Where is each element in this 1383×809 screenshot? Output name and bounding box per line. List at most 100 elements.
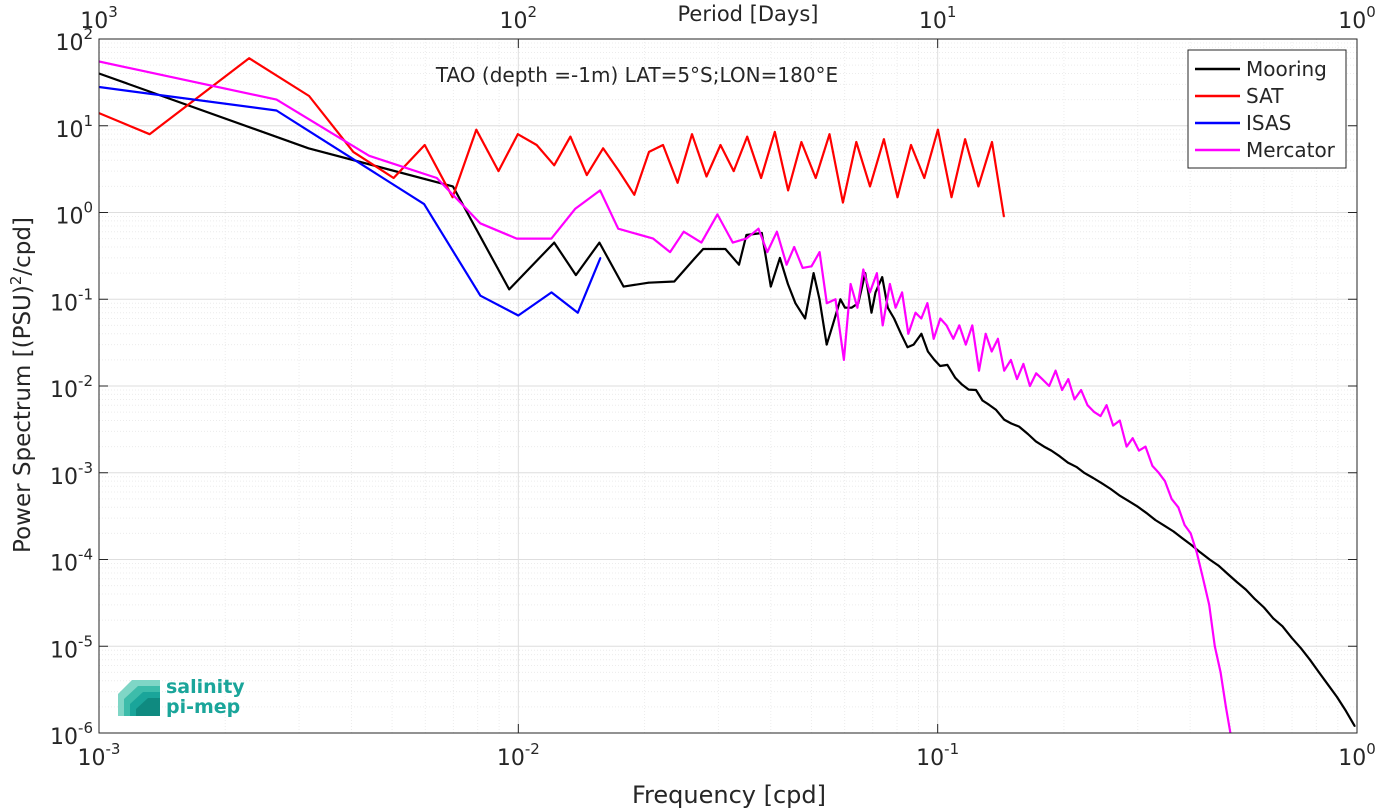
data-point-mercator [1144,445,1147,448]
data-point-isas [371,170,373,173]
data-point-mooring [1235,581,1238,583]
data-point-mercator [1151,465,1154,467]
legend: Mooring SAT ISAS Mercator [1187,49,1347,169]
data-point-mercator [889,283,891,285]
data-point-sat [1003,215,1005,218]
data-point-sat [148,133,151,136]
data-point-sat [475,128,478,131]
data-point-mercator [825,302,828,305]
data-point-mercator [801,267,804,269]
data-point-mooring [906,346,909,349]
data-point-sat [732,170,735,173]
data-point-mercator [574,208,576,210]
data-point-mercator [515,237,518,240]
chart-title: TAO (depth =-1m) LAT=5°S;LON=180°E [435,63,838,87]
data-point-sat [760,177,762,179]
data-point-mooring [954,376,956,379]
data-point-mooring [960,383,963,386]
data-point-sat [392,177,395,179]
data-point-mooring [769,285,772,288]
data-point-mooring [1083,472,1086,474]
data-point-mercator [1157,471,1160,474]
data-point-mooring [598,241,601,244]
top-tick-label-base: 10 [500,9,528,34]
data-point-mercator [1202,577,1204,580]
data-point-mooring [967,388,970,391]
data-point-mooring [900,332,902,335]
data-point-mooring [874,291,877,294]
data-point-mooring [881,276,884,278]
data-point-mercator [1118,419,1121,422]
data-point-mooring [946,364,949,366]
y-tick-label: 100 [55,199,93,230]
data-point-mooring [1035,440,1037,443]
x-tick-label-base: 10 [78,746,106,771]
x-tick-label-exponent: -3 [106,740,121,758]
data-point-sat [516,133,519,136]
data-point-mercator [1010,359,1012,361]
top-tick-label-base: 10 [1338,9,1366,34]
data-point-mercator [1189,532,1192,535]
top-tick-label-base: 10 [80,9,108,34]
x-tick-label: 100 [1338,740,1376,771]
data-point-mooring [825,343,828,346]
data-point-isas [599,257,602,259]
data-point-mercator [550,237,553,240]
data-point-isas [479,294,482,297]
data-point-mercator [731,241,734,244]
data-point-mercator [869,291,871,294]
data-point-mooring [1101,482,1104,485]
data-point-sat [910,144,912,146]
data-point-mercator [843,359,845,361]
y-axis-label-tail: /cpd] [10,217,36,276]
x-tick-label-exponent: -1 [944,740,959,758]
data-point-sat [423,144,426,146]
data-point-mercator [1029,385,1031,387]
data-point-mooring [933,359,936,361]
data-point-mooring [995,409,997,411]
data-point-mercator [862,268,865,271]
data-point-sat [937,128,939,131]
data-point-mercator [997,337,999,340]
data-point-sat [719,144,722,146]
data-point-mercator [894,306,897,309]
data-point-sat [662,144,664,146]
data-point-mooring [981,399,984,402]
data-point-mooring [724,248,727,250]
data-point-sat [352,151,355,153]
series-mooring [99,72,1356,727]
data-point-sat [923,177,926,179]
data-point-mercator [617,227,620,230]
data-point-mercator [849,283,852,285]
series-mercator [99,60,1232,733]
data-point-mercator [275,98,278,101]
series-sat [99,57,1005,218]
data-point-mooring [1208,558,1211,561]
data-point-sat [991,141,993,143]
data-point-sat [676,181,679,184]
data-point-sat [569,135,572,138]
x-tick-label: 10-3 [78,740,121,771]
data-point-mercator [932,337,935,340]
data-point-mercator [945,324,948,327]
y-tick-label: 102 [55,25,93,56]
data-point-mercator [1195,551,1198,554]
y-tick-label: 10-4 [50,546,93,577]
legend-label-isas: ISAS [1246,111,1291,135]
y-tick-label-base: 10 [55,31,83,56]
data-point-mooring [794,302,797,305]
data-point-mercator [1208,604,1211,606]
data-point-mercator [914,311,917,314]
data-point-mooring [893,317,895,320]
data-point-mooring [1226,573,1229,575]
y-tick-label-exponent: 2 [83,25,93,43]
data-point-mercator [971,324,974,327]
y-tick-label: 10-3 [50,459,93,490]
x-tick-label-exponent: -2 [525,740,540,758]
y-tick-label-base: 10 [50,465,78,490]
y-tick-label: 101 [55,112,93,143]
data-point-mooring [1353,725,1356,727]
top-tick-label: 102 [500,3,538,34]
data-point-mercator [818,251,821,254]
